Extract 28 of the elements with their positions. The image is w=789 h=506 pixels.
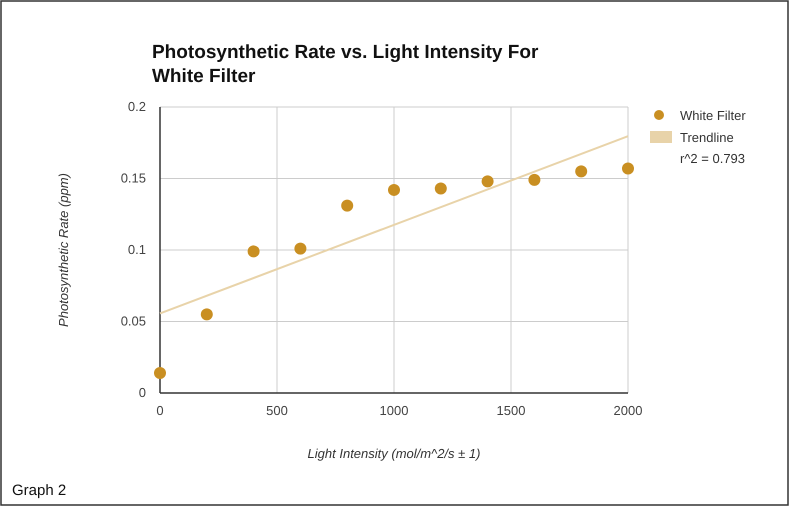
point	[248, 245, 260, 258]
legend-label: Trendline	[680, 130, 734, 145]
point	[434, 182, 447, 195]
y-tick-label: 0	[138, 385, 146, 400]
chart-title: Photosynthetic Rate vs. Light Intensity For White Filter	[152, 42, 539, 87]
point	[575, 165, 588, 178]
x-tick-label: 1500	[496, 403, 526, 418]
text: r^2 = 0.793	[680, 151, 746, 166]
y-tick-label: 0.1	[128, 242, 146, 257]
point	[154, 366, 166, 379]
point	[482, 175, 494, 188]
point	[200, 308, 213, 320]
y-tick-label: 0.2	[128, 99, 146, 114]
x-axis-title: Light Intensity (mol/m^2/s ± 1)	[308, 446, 480, 461]
y-axis-title: Photosynthetic Rate (ppm)	[56, 173, 71, 327]
x-tick-label: 2000	[614, 403, 642, 418]
legend-label: White Filter	[680, 108, 746, 123]
x-tick-label: 0	[156, 403, 164, 418]
y-tick-label: 0.05	[120, 314, 146, 328]
point	[388, 184, 400, 196]
y-tick-label: 0.15	[120, 170, 146, 186]
x-tick-label: 500	[266, 403, 288, 418]
caption: Graph 2	[12, 482, 66, 499]
x-tick-label: 1000	[380, 403, 408, 418]
point	[528, 174, 540, 186]
point	[622, 162, 634, 174]
point	[294, 242, 306, 255]
point	[341, 200, 354, 212]
